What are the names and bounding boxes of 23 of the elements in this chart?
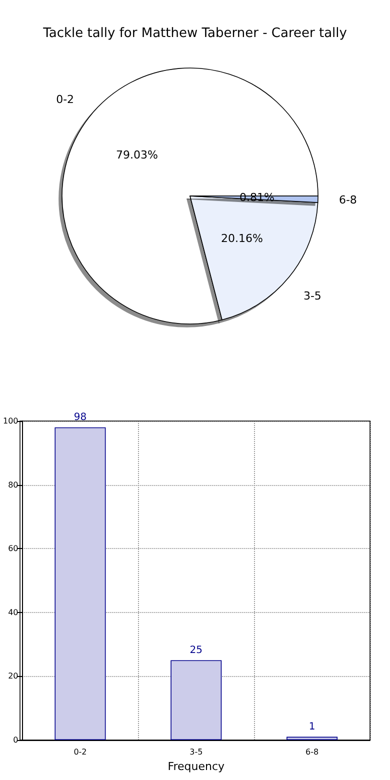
y-tick-label: 0 <box>13 736 18 744</box>
y-tick-label: 40 <box>8 608 18 617</box>
bar <box>286 736 338 740</box>
data-label: 0.81% <box>240 191 274 204</box>
data-label: 1 <box>308 721 316 732</box>
y-tick-label: 60 <box>8 544 18 554</box>
x-tick-label: 3-5 <box>190 748 203 756</box>
x-tick-label: 6-8 <box>306 748 319 756</box>
slice-label: 6-8 <box>338 194 357 207</box>
y-tick-label: 20 <box>8 672 18 681</box>
y-tick-label: 100 <box>2 416 18 426</box>
data-label: 98 <box>74 412 87 423</box>
chart-title: Tackle tally for Matthew Taberner - Career tally <box>42 26 348 41</box>
y-tick-label: 80 <box>8 480 18 490</box>
bar <box>170 660 222 740</box>
slice-label: 3-5 <box>303 289 322 302</box>
data-label: 20.16% <box>220 232 263 245</box>
x-axis-title: Frequency <box>168 760 226 773</box>
data-label: 25 <box>190 644 202 656</box>
bar <box>54 427 106 740</box>
slice-label: 0-2 <box>56 92 74 106</box>
data-label: 79.03% <box>116 148 158 162</box>
x-tick-label: 0-2 <box>74 748 87 756</box>
